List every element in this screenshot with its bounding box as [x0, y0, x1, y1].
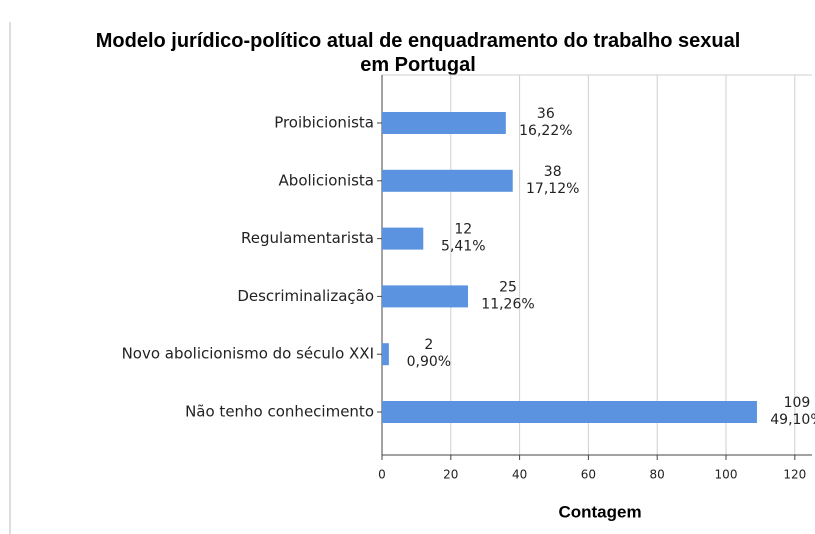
x-tick-label: 80 [650, 468, 665, 482]
y-tick-label: Abolicionista [279, 171, 374, 189]
x-tick-label: 40 [512, 468, 527, 482]
percentage-label: 5,41% [441, 239, 485, 255]
value-label: 38 [544, 164, 562, 180]
bar [382, 227, 424, 250]
y-tick-label: Regulamentarista [241, 229, 374, 247]
x-tick-label: 120 [783, 468, 806, 482]
x-tick-label: 60 [581, 468, 596, 482]
percentage-label: 16,22% [519, 123, 572, 139]
y-tick-label: Proibicionista [274, 114, 374, 132]
bar [382, 343, 389, 366]
percentage-label: 49,10% [770, 412, 815, 428]
y-tick-label: Descriminalização [237, 287, 374, 305]
value-label: 2 [424, 337, 433, 353]
x-tick-label: 20 [443, 468, 458, 482]
bar [382, 169, 513, 192]
value-label: 12 [454, 222, 472, 238]
percentage-label: 17,12% [526, 181, 579, 197]
value-label: 36 [537, 106, 555, 122]
value-label: 109 [784, 395, 811, 411]
bar [382, 401, 757, 423]
chart-title: Modelo jurídico-político atual de enquad… [96, 30, 741, 76]
percentage-label: 11,26% [481, 296, 534, 312]
y-tick-label: Novo abolicionismo do século XXI [122, 345, 374, 363]
bar [382, 112, 506, 134]
y-tick-label: Não tenho conhecimento [185, 403, 374, 421]
bar [382, 285, 468, 308]
x-tick-label: 0 [378, 468, 386, 482]
value-label: 25 [499, 279, 517, 295]
x-tick-label: 100 [715, 468, 738, 482]
x-axis-label: Contagem [558, 502, 641, 521]
percentage-label: 0,90% [407, 354, 451, 370]
